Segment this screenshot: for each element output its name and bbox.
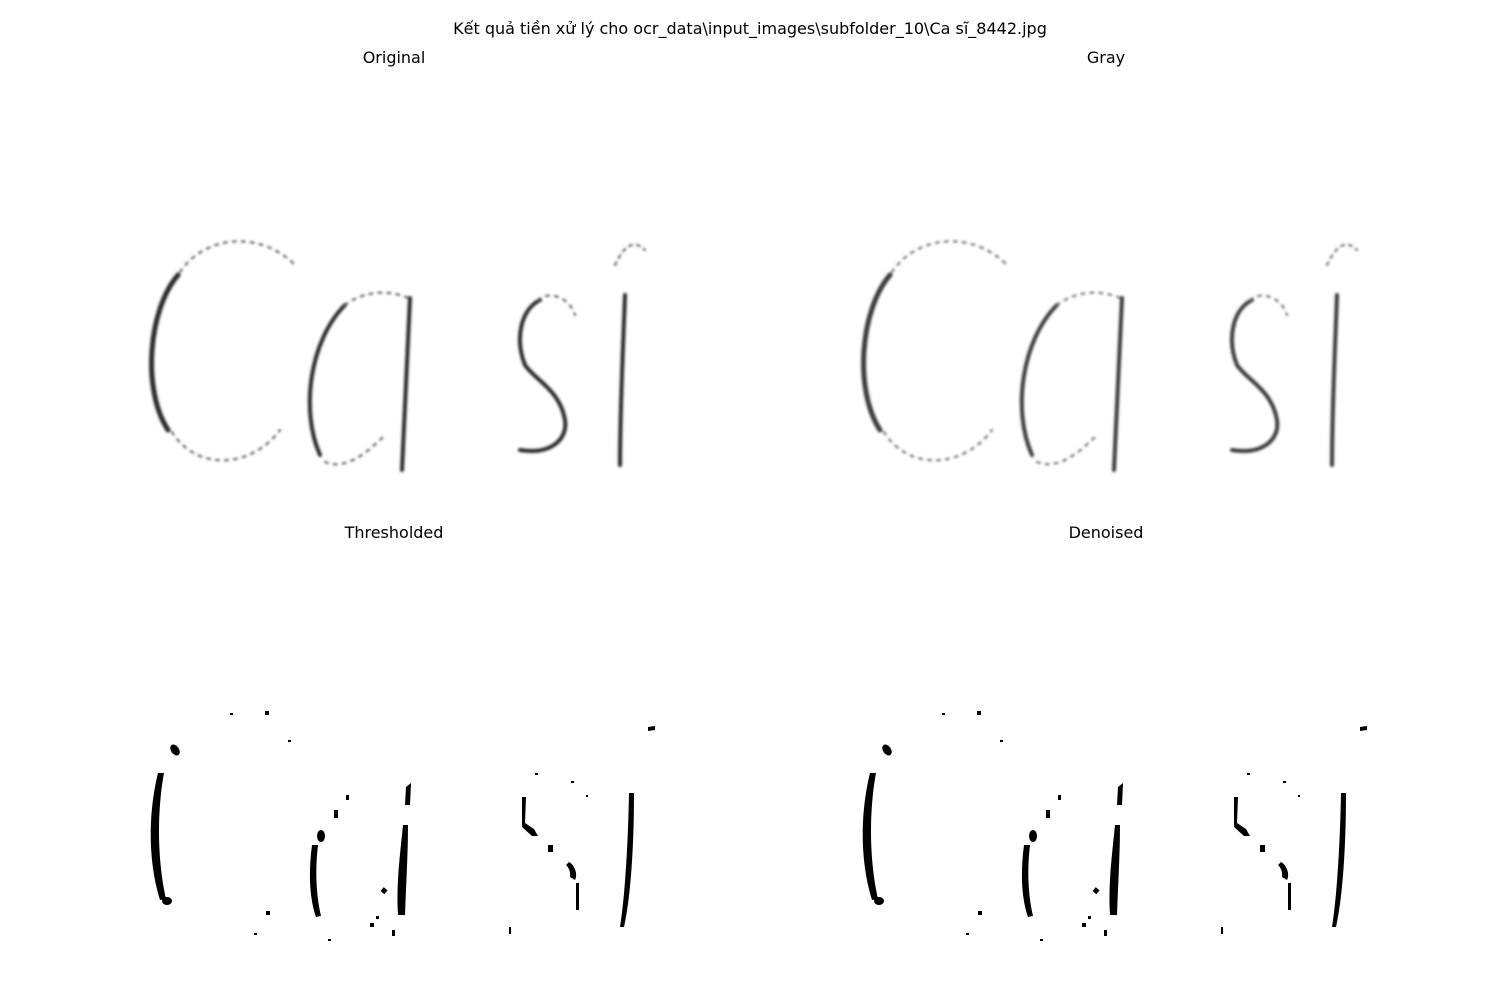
panel-title-original: Original [362,48,426,67]
thresholded-image [120,705,665,945]
panel-title-denoised: Denoised [1068,523,1144,542]
gray-image [832,180,1377,510]
original-image [120,180,665,510]
panel-title-thresholded: Thresholded [344,523,444,542]
figure-suptitle: Kết quả tiền xử lý cho ocr_data\input_im… [453,19,1047,38]
denoised-image [832,705,1377,945]
panel-title-gray: Gray [1086,48,1126,67]
